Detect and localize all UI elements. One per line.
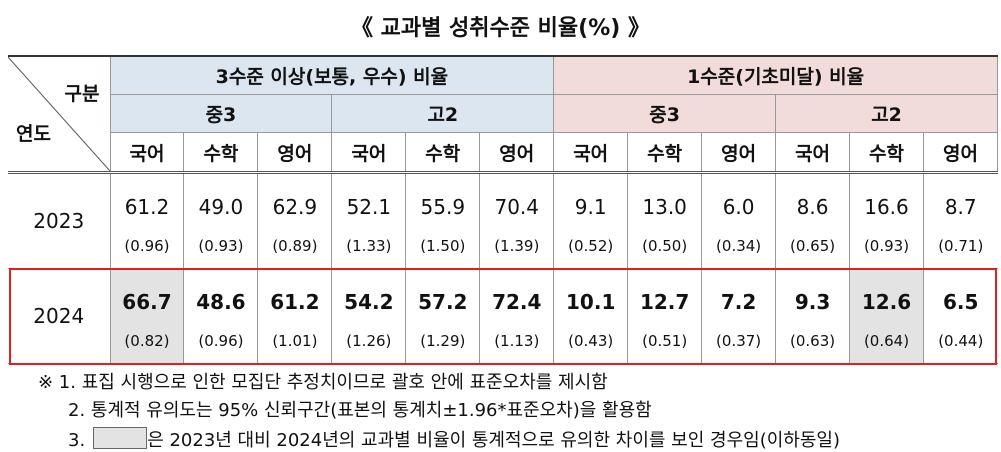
value-cell: 6.0 bbox=[701, 172, 777, 223]
value-cell: 7.2 bbox=[701, 268, 777, 318]
value-cell: 8.6 bbox=[775, 172, 851, 223]
subject-header: 수학 bbox=[405, 132, 481, 174]
value-cell: 54.2 bbox=[331, 268, 407, 318]
corner-top: 구분 bbox=[64, 83, 100, 105]
subject-header: 수학 bbox=[849, 132, 924, 174]
error-cell: (0.71) bbox=[922, 223, 998, 269]
error-cell: (0.52) bbox=[553, 223, 629, 269]
error-cell: (0.63) bbox=[775, 318, 851, 364]
error-cell: (1.13) bbox=[479, 318, 555, 364]
error-cell: (1.50) bbox=[405, 223, 481, 269]
subject-header: 국어 bbox=[553, 132, 629, 174]
group-header: 3수준 이상(보통, 우수) 비율 bbox=[109, 55, 555, 95]
corner-bottom: 연도 bbox=[16, 123, 51, 145]
group-header: 1수준(기초미달) 비율 bbox=[553, 55, 998, 95]
subject-header: 영어 bbox=[922, 132, 999, 174]
note: 3. 은 2023년 대비 2024년의 교과별 비율이 통계적으로 유의한 차이… bbox=[68, 426, 840, 452]
value-cell: 66.7 bbox=[109, 268, 185, 318]
error-cell: (0.44) bbox=[922, 318, 998, 364]
value-cell: 49.0 bbox=[183, 172, 259, 223]
value-cell: 9.1 bbox=[553, 172, 629, 223]
year-cell: 2024 bbox=[8, 268, 111, 364]
error-cell: (1.39) bbox=[479, 223, 555, 269]
value-cell: 61.2 bbox=[109, 172, 185, 223]
value-cell: 9.3 bbox=[775, 268, 851, 318]
note: ※ 1. 표집 시행으로 인한 모집단 추정치이므로 괄호 안에 표준오차를 제… bbox=[38, 372, 608, 393]
error-cell: (0.51) bbox=[627, 318, 703, 364]
error-cell: (0.50) bbox=[627, 223, 703, 269]
value-cell: 48.6 bbox=[183, 268, 259, 318]
subject-header: 영어 bbox=[701, 132, 777, 174]
title: 《 교과별 성취수준 비율(%) 》 bbox=[351, 16, 650, 41]
data-row: 2024 66.7 48.6 61.2 54.2 57.2 72.4 10.1 12.7 7.2 9… bbox=[8, 268, 998, 364]
error-cell: (0.82) bbox=[109, 318, 185, 364]
value-cell: 72.4 bbox=[479, 268, 555, 318]
error-cell: (0.93) bbox=[849, 223, 924, 269]
table: 구분 연도 3수준 이상(보통, 우수) 비율 1수준(기초미달) 비율 중3 고2 중3 고… bbox=[8, 55, 999, 364]
error-cell: (0.65) bbox=[775, 223, 851, 269]
error-cell: (0.93) bbox=[183, 223, 259, 269]
subgroup-header: 고2 bbox=[331, 94, 555, 133]
data-row: (0.96) (0.93) (0.89) (1.33) (1.50) (1.39) (0.5… bbox=[8, 223, 998, 269]
value-cell: 70.4 bbox=[479, 172, 555, 223]
subject-header: 수학 bbox=[627, 132, 703, 174]
error-cell: (0.37) bbox=[701, 318, 777, 364]
legend-box bbox=[93, 427, 148, 449]
error-cell: (0.96) bbox=[183, 318, 259, 364]
error-cell: (1.33) bbox=[331, 223, 407, 269]
value-cell: 12.7 bbox=[627, 268, 703, 318]
value-cell: 55.9 bbox=[405, 172, 481, 223]
header-row: 구분 연도 3수준 이상(보통, 우수) 비율 1수준(기초미달) 비율 bbox=[8, 55, 998, 174]
note-number: 3. bbox=[68, 430, 86, 451]
error-cell: (0.96) bbox=[109, 223, 185, 269]
value-cell: 62.9 bbox=[257, 172, 333, 223]
subject-header: 영어 bbox=[257, 132, 333, 174]
subject-header: 국어 bbox=[109, 132, 185, 174]
value-cell: 10.1 bbox=[553, 268, 629, 318]
year-cell: 2023 bbox=[8, 172, 111, 269]
value-cell: 6.5 bbox=[922, 268, 998, 318]
subject-header: 국어 bbox=[331, 132, 407, 174]
subgroup-header: 중3 bbox=[553, 94, 777, 133]
subgroup-header: 중3 bbox=[109, 94, 333, 133]
subject-header: 수학 bbox=[183, 132, 259, 174]
error-cell: (1.26) bbox=[331, 318, 407, 364]
value-cell: 52.1 bbox=[331, 172, 407, 223]
value-cell: 12.6 bbox=[849, 268, 924, 318]
note-text: 은 2023년 대비 2024년의 교과별 비율이 통계적으로 유의한 차이를 … bbox=[147, 430, 840, 451]
subject-header: 영어 bbox=[479, 132, 555, 174]
value-cell: 8.7 bbox=[922, 172, 998, 223]
error-cell: (1.29) bbox=[405, 318, 481, 364]
value-cell: 57.2 bbox=[405, 268, 481, 318]
header-row: 중3 고2 중3 고2 bbox=[8, 94, 998, 133]
error-cell: (0.34) bbox=[701, 223, 777, 269]
error-cell: (0.43) bbox=[553, 318, 629, 364]
value-cell: 61.2 bbox=[257, 268, 333, 318]
error-cell: (0.64) bbox=[849, 318, 924, 364]
value-cell: 16.6 bbox=[849, 172, 924, 223]
data-row: (0.82) (0.96) (1.01) (1.26) (1.29) (1.13) (0.4… bbox=[8, 318, 998, 364]
note: 2. 통계적 유의도는 95% 신뢰구간(표본의 통계치±1.96*표준오차)을… bbox=[68, 400, 652, 421]
header-row: 국어 수학 영어 국어 수학 영어 국어 수학 영어 국어 수학 영어 bbox=[8, 132, 999, 174]
diagonal bbox=[8, 57, 110, 171]
subgroup-header: 고2 bbox=[775, 94, 998, 133]
value-cell: 13.0 bbox=[627, 172, 703, 223]
error-cell: (1.01) bbox=[257, 318, 333, 364]
data-row: 2023 61.2 49.0 62.9 52.1 55.9 70.4 9.1 13.0 6.0 8.… bbox=[8, 172, 998, 269]
subject-header: 국어 bbox=[775, 132, 851, 174]
error-cell: (0.89) bbox=[257, 223, 333, 269]
